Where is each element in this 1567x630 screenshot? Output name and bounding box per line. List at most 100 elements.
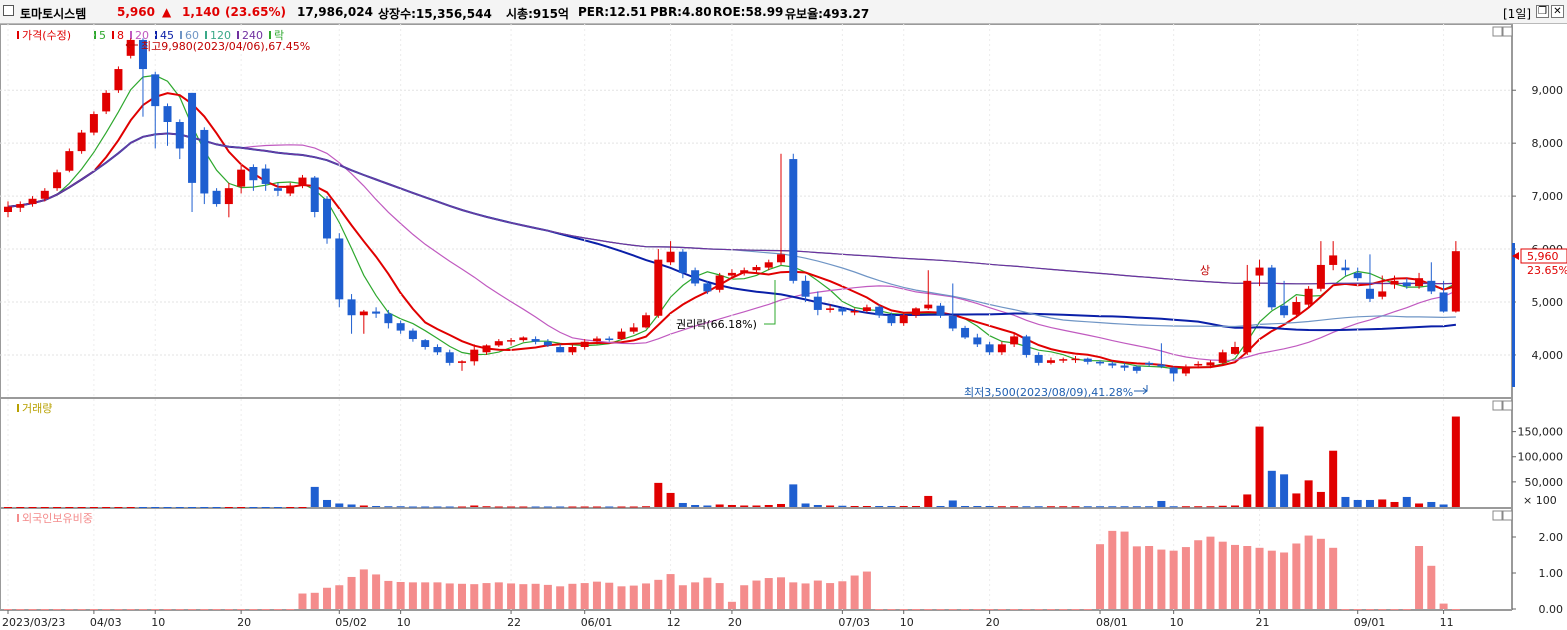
foreign-bar bbox=[1329, 547, 1338, 609]
foreign-bar bbox=[924, 609, 933, 610]
volume-panel-controls[interactable] bbox=[1492, 400, 1513, 411]
volume-bar bbox=[298, 506, 307, 508]
stock-name: 토마토시스템 bbox=[20, 7, 87, 21]
foreign-bar bbox=[727, 601, 736, 609]
volume-bar bbox=[531, 506, 540, 508]
foreign-bar bbox=[629, 585, 638, 609]
volume-bar bbox=[151, 506, 160, 508]
candle-body bbox=[1365, 288, 1374, 299]
volume-bar bbox=[592, 506, 601, 508]
foreign-bar bbox=[359, 569, 368, 609]
volume-bar bbox=[421, 506, 430, 508]
candle-body bbox=[4, 206, 12, 212]
close-button[interactable]: ✕ bbox=[1551, 5, 1564, 18]
foreign-bar bbox=[335, 585, 344, 609]
candle-body bbox=[1402, 282, 1411, 287]
price-panel-controls[interactable] bbox=[1492, 26, 1513, 37]
price-change: 1,140 bbox=[182, 5, 220, 19]
foreign-bar bbox=[1059, 609, 1068, 610]
foreign-bar bbox=[175, 609, 184, 610]
foreign-bar bbox=[1194, 540, 1203, 609]
x-tick-label: 10 bbox=[900, 616, 914, 629]
foreign-bar bbox=[323, 587, 332, 609]
foreign-bar bbox=[372, 574, 381, 609]
candle-body bbox=[936, 305, 945, 316]
pbr-value: PBR:4.80 bbox=[650, 5, 712, 19]
legend-label: 120 bbox=[210, 29, 231, 42]
foreign-bar bbox=[445, 583, 454, 609]
volume-bar bbox=[65, 506, 74, 508]
legend-swatch bbox=[17, 31, 19, 39]
volume-bar bbox=[605, 506, 614, 508]
volume-bar bbox=[1451, 416, 1460, 507]
candle-body bbox=[973, 337, 982, 345]
price-legend: 가격(수정) 5 8 20 45 60 120 240 락 bbox=[17, 29, 284, 42]
volume-bar bbox=[961, 505, 970, 507]
candle-body bbox=[556, 347, 565, 353]
legend-label: 240 bbox=[242, 29, 263, 42]
foreign-bar bbox=[1427, 565, 1436, 609]
volume-bar bbox=[1108, 506, 1117, 508]
stock-info-bar: 토마토시스템 5,960 ▲ 1,140 (23.65%) 17,986,024… bbox=[0, 0, 1567, 24]
volume-bar bbox=[985, 505, 994, 507]
foreign-bar bbox=[1341, 609, 1350, 610]
candle-body bbox=[1329, 255, 1338, 265]
candle-body bbox=[629, 327, 638, 332]
select-checkbox[interactable] bbox=[3, 5, 14, 16]
volume-bar bbox=[1427, 501, 1436, 507]
volume-bar bbox=[875, 505, 884, 507]
candle-body bbox=[1071, 358, 1080, 361]
candle-body bbox=[273, 188, 282, 191]
volume-value: 17,986,024 bbox=[297, 5, 373, 19]
foreign-bar bbox=[1218, 541, 1227, 609]
legend-swatch bbox=[112, 31, 114, 39]
foreign-bar bbox=[470, 584, 479, 609]
legend-label: 8 bbox=[117, 29, 124, 42]
volume-bar bbox=[286, 506, 295, 508]
candle-body bbox=[997, 344, 1006, 353]
foreign-bar bbox=[298, 593, 307, 609]
x-tick-label: 20 bbox=[986, 616, 1000, 629]
x-tick-label: 08/01 bbox=[1096, 616, 1128, 629]
foreign-bar bbox=[1280, 552, 1289, 609]
foreign-bar bbox=[1132, 546, 1141, 609]
candle-body bbox=[1010, 336, 1019, 345]
period-selector[interactable]: [1일] bbox=[1503, 7, 1532, 21]
stock-chart: 가격(수정) 5 8 20 45 60 120 240 락 거래량 외국인보유비중 최고9,98… bbox=[0, 24, 1567, 630]
x-tick-label: 22 bbox=[507, 616, 521, 629]
candle-body bbox=[789, 159, 798, 281]
foreign-bar bbox=[408, 582, 417, 609]
foreign-bar bbox=[789, 582, 798, 609]
legend-label: 락 bbox=[274, 29, 284, 42]
candle-body bbox=[445, 352, 454, 363]
foreign-bar bbox=[1267, 550, 1276, 609]
x-tick-label: 10 bbox=[151, 616, 165, 629]
rights-annotation: 권리락(66.18%) bbox=[676, 318, 757, 331]
candle-body bbox=[408, 330, 417, 340]
legend-swatch bbox=[94, 31, 96, 39]
volume-bar bbox=[1341, 496, 1350, 507]
foreign-bar bbox=[887, 609, 896, 610]
volume-bar bbox=[507, 506, 516, 508]
candle-body bbox=[335, 238, 344, 300]
current-price: 5,960 bbox=[117, 5, 155, 19]
legend-label: 가격(수정) bbox=[22, 29, 71, 42]
volume-bar bbox=[936, 505, 945, 507]
candle-body bbox=[875, 306, 884, 316]
volume-bar bbox=[556, 506, 565, 508]
x-tick-label: 07/03 bbox=[838, 616, 870, 629]
volume-bar bbox=[1231, 505, 1239, 507]
candle-body bbox=[1451, 251, 1460, 312]
last-pct-label: 23.65% bbox=[1527, 264, 1567, 277]
candle-body bbox=[838, 308, 847, 312]
candle-body bbox=[1046, 360, 1055, 363]
foreign-bar bbox=[494, 582, 503, 609]
candle-body bbox=[40, 190, 49, 199]
volume-bar bbox=[372, 505, 381, 507]
volume-bar bbox=[1083, 506, 1092, 508]
restore-button[interactable]: ❐ bbox=[1536, 5, 1549, 18]
foreign-bar bbox=[519, 584, 528, 609]
volume-bar bbox=[862, 505, 871, 507]
candle-body bbox=[911, 308, 920, 316]
foreign-panel-controls[interactable] bbox=[1492, 510, 1513, 521]
